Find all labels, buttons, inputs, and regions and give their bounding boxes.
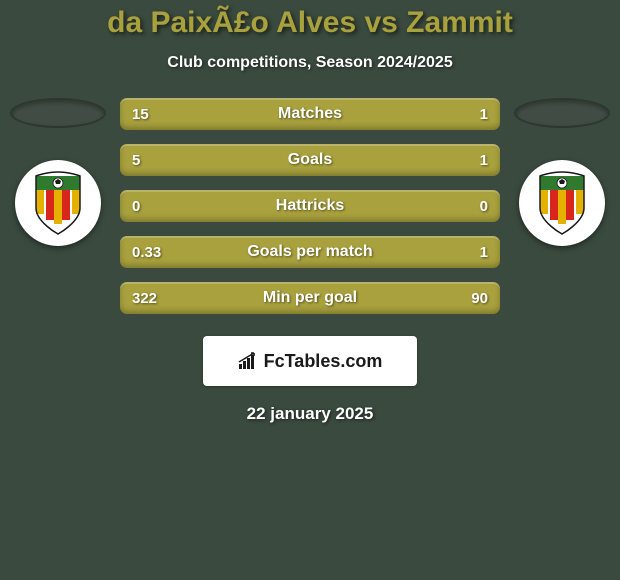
stat-right-value: 1 — [448, 244, 488, 261]
stat-label: Matches — [278, 105, 342, 123]
player-right-badge — [519, 160, 605, 246]
club-crest-icon — [28, 170, 88, 236]
stat-left-value: 322 — [132, 290, 172, 307]
club-crest-icon — [532, 170, 592, 236]
stat-right-value: 0 — [448, 198, 488, 215]
stat-row: 0 Hattricks 0 — [120, 190, 500, 222]
stat-right-value: 90 — [448, 290, 488, 307]
stat-left-value: 15 — [132, 106, 172, 123]
stat-row: 15 Matches 1 — [120, 98, 500, 130]
stat-right-value: 1 — [448, 152, 488, 169]
player-right-ellipse — [514, 98, 610, 128]
page-title: da PaixÃ£o Alves vs Zammit — [107, 6, 513, 40]
player-left-col — [8, 98, 108, 246]
stat-row: 322 Min per goal 90 — [120, 282, 500, 314]
infographic-root: da PaixÃ£o Alves vs Zammit Club competit… — [0, 0, 620, 424]
bar-chart-icon — [238, 352, 258, 370]
date-text: 22 january 2025 — [247, 404, 374, 424]
stat-label: Min per goal — [263, 289, 357, 307]
comparison-row: 15 Matches 1 5 Goals 1 0 Hattricks 0 0.3… — [0, 98, 620, 314]
stat-bars: 15 Matches 1 5 Goals 1 0 Hattricks 0 0.3… — [120, 98, 500, 314]
player-left-ellipse — [10, 98, 106, 128]
stat-left-value: 0 — [132, 198, 172, 215]
stat-label: Goals per match — [247, 243, 372, 261]
brand-badge: FcTables.com — [203, 336, 417, 386]
player-right-col — [512, 98, 612, 246]
stat-left-value: 5 — [132, 152, 172, 169]
stat-label: Hattricks — [276, 197, 344, 215]
brand-text: FcTables.com — [264, 351, 383, 372]
stat-row: 5 Goals 1 — [120, 144, 500, 176]
stat-left-value: 0.33 — [132, 244, 172, 261]
stat-label: Goals — [288, 151, 332, 169]
stat-row: 0.33 Goals per match 1 — [120, 236, 500, 268]
stat-right-value: 1 — [448, 106, 488, 123]
page-subtitle: Club competitions, Season 2024/2025 — [167, 54, 452, 72]
player-left-badge — [15, 160, 101, 246]
